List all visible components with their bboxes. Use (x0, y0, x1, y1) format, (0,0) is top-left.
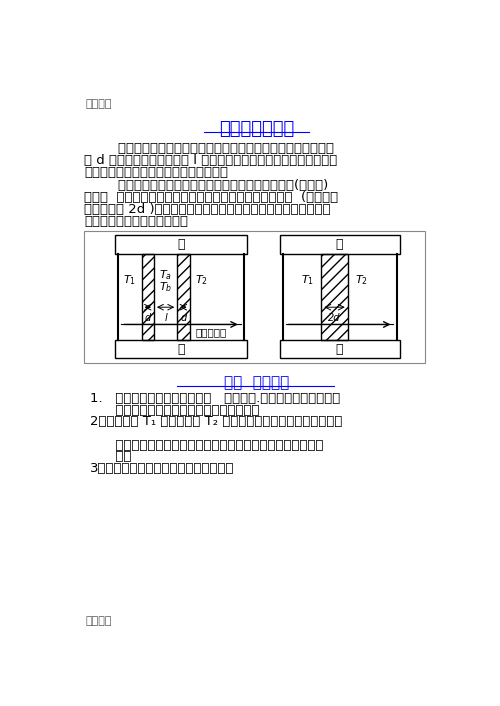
Text: 墙: 墙 (336, 238, 344, 251)
Text: 数；: 数； (90, 450, 131, 463)
Text: 我们要建立一个模型来描述热量通过窗户的热传导(即流失): 我们要建立一个模型来描述热量通过窗户的热传导(即流失) (84, 179, 328, 192)
Text: 状态，即沿热传导方向，单位时间通过单位面积的热量是常: 状态，即沿热传导方向，单位时间通过单位面积的热量是常 (90, 438, 323, 452)
Text: 墙: 墙 (178, 238, 185, 251)
Text: 一、  模型假设: 一、 模型假设 (224, 376, 289, 390)
Text: 墙: 墙 (336, 342, 344, 356)
Text: 很好，两层玻璃之间的空气是不流动的；: 很好，两层玻璃之间的空气是不流动的； (90, 404, 259, 417)
Bar (84, 231, 425, 363)
Bar (280, 340, 400, 359)
Text: l: l (164, 313, 167, 323)
Text: $T_1$: $T_1$ (124, 273, 136, 287)
Bar (177, 253, 190, 340)
Text: 为 d 的玻璃夹着一层厚度为 l 的空气，如左图所示，据说这样做是为: 为 d 的玻璃夹着一层厚度为 l 的空气，如左图所示，据说这样做是为 (84, 154, 338, 167)
Text: $T_2$: $T_2$ (355, 273, 368, 287)
Text: 糟品文档: 糟品文档 (86, 616, 112, 626)
Bar (115, 340, 247, 359)
Text: 2d: 2d (328, 313, 341, 323)
Bar (322, 253, 347, 340)
Bar (115, 235, 247, 253)
Text: 过程，  并将双层玻璃窗与用同样多材料做成的单层玻璃窗  (如右图，: 过程， 并将双层玻璃窗与用同样多材料做成的单层玻璃窗 (如右图， (84, 191, 338, 204)
Text: 1.   热量的传播过程只有传导，   没有对流.即假定窗户的密封性能: 1. 热量的传播过程只有传导， 没有对流.即假定窗户的密封性能 (90, 393, 340, 405)
Text: d: d (144, 313, 151, 323)
Text: 北方城镇的有些建筑物的窗户是双层的，即窗户上装两层厚度: 北方城镇的有些建筑物的窗户是双层的，即窗户上装两层厚度 (84, 142, 334, 155)
Text: $T_2$: $T_2$ (195, 273, 207, 287)
Text: 热量损失给出定量分析结果．: 热量损失给出定量分析结果． (84, 215, 188, 228)
Text: 2．室内温度 T₁ 和室外温度 T₂ 保持不变，热传导过程已处于稳定: 2．室内温度 T₁ 和室外温度 T₂ 保持不变，热传导过程已处于稳定 (90, 415, 342, 429)
Text: $T_b$: $T_b$ (159, 280, 172, 294)
Bar (280, 235, 400, 253)
Text: 玻璃厚度为 2d )的热量传导进行对比，对双层玻璃窗能够减少多少: 玻璃厚度为 2d )的热量传导进行对比，对双层玻璃窗能够减少多少 (84, 203, 331, 216)
Text: 了保暖，即减少室内向室外的热量流失．: 了保暖，即减少室内向室外的热量流失． (84, 166, 228, 179)
Bar (142, 253, 154, 340)
Text: 糟品文档: 糟品文档 (86, 99, 112, 109)
Text: $T_a$: $T_a$ (159, 268, 172, 282)
Text: 双层玻璃的功效: 双层玻璃的功效 (218, 120, 294, 138)
Text: $T_1$: $T_1$ (301, 273, 314, 287)
Text: 3．玻璃材料均匀，热传导系数是常数．: 3．玻璃材料均匀，热传导系数是常数． (90, 462, 234, 474)
Text: d: d (180, 313, 186, 323)
Text: 热传导方向: 热传导方向 (195, 328, 226, 337)
Text: 墙: 墙 (178, 342, 185, 356)
